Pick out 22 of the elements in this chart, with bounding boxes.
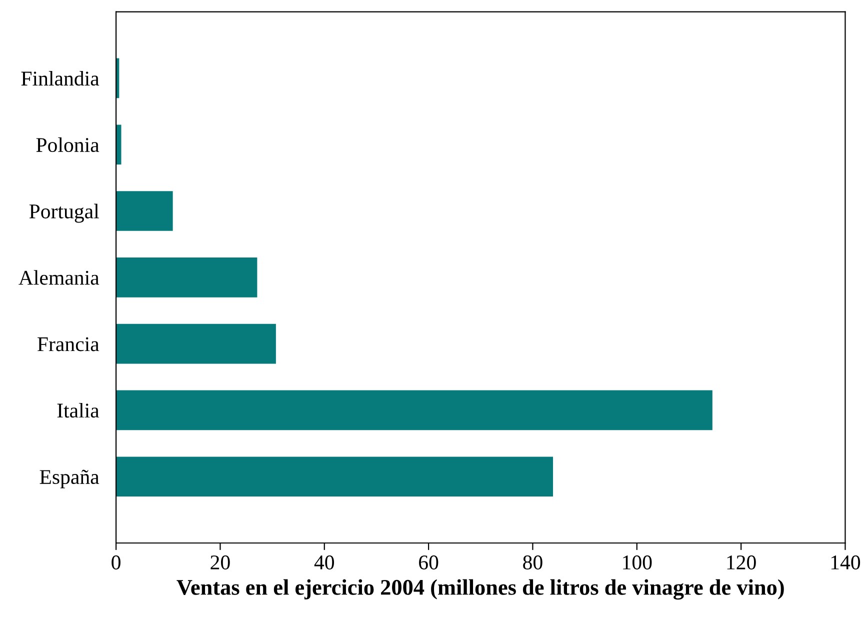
y-tick-label: Alemania	[18, 270, 100, 285]
x-tick-label: 80	[523, 555, 542, 570]
x-tick-label: 140	[831, 555, 860, 570]
x-tick-label: 100	[623, 555, 652, 570]
y-tick-label: Polonia	[36, 137, 100, 152]
x-tick-label: 60	[419, 555, 438, 570]
bar	[116, 456, 554, 497]
bar	[116, 257, 258, 298]
y-tick-label: Portugal	[29, 204, 99, 223]
x-tick-label: 20	[210, 555, 230, 570]
x-tick-label: 120	[727, 555, 756, 570]
y-tick-label: Finlandia	[21, 70, 100, 86]
bar	[116, 124, 122, 165]
x-tick-label: 40	[314, 555, 334, 570]
y-tick-label: Francia	[38, 337, 100, 352]
bar	[116, 191, 173, 231]
y-tick-label: Italia	[57, 402, 100, 418]
bar	[116, 390, 712, 430]
y-tick-label: España	[40, 470, 100, 488]
bar	[116, 324, 276, 364]
x-tick-label: 0	[112, 555, 120, 570]
x-axis-title: Ventas en el ejercicio 2004 (millones de litros de vinagre de vino)	[176, 579, 784, 600]
